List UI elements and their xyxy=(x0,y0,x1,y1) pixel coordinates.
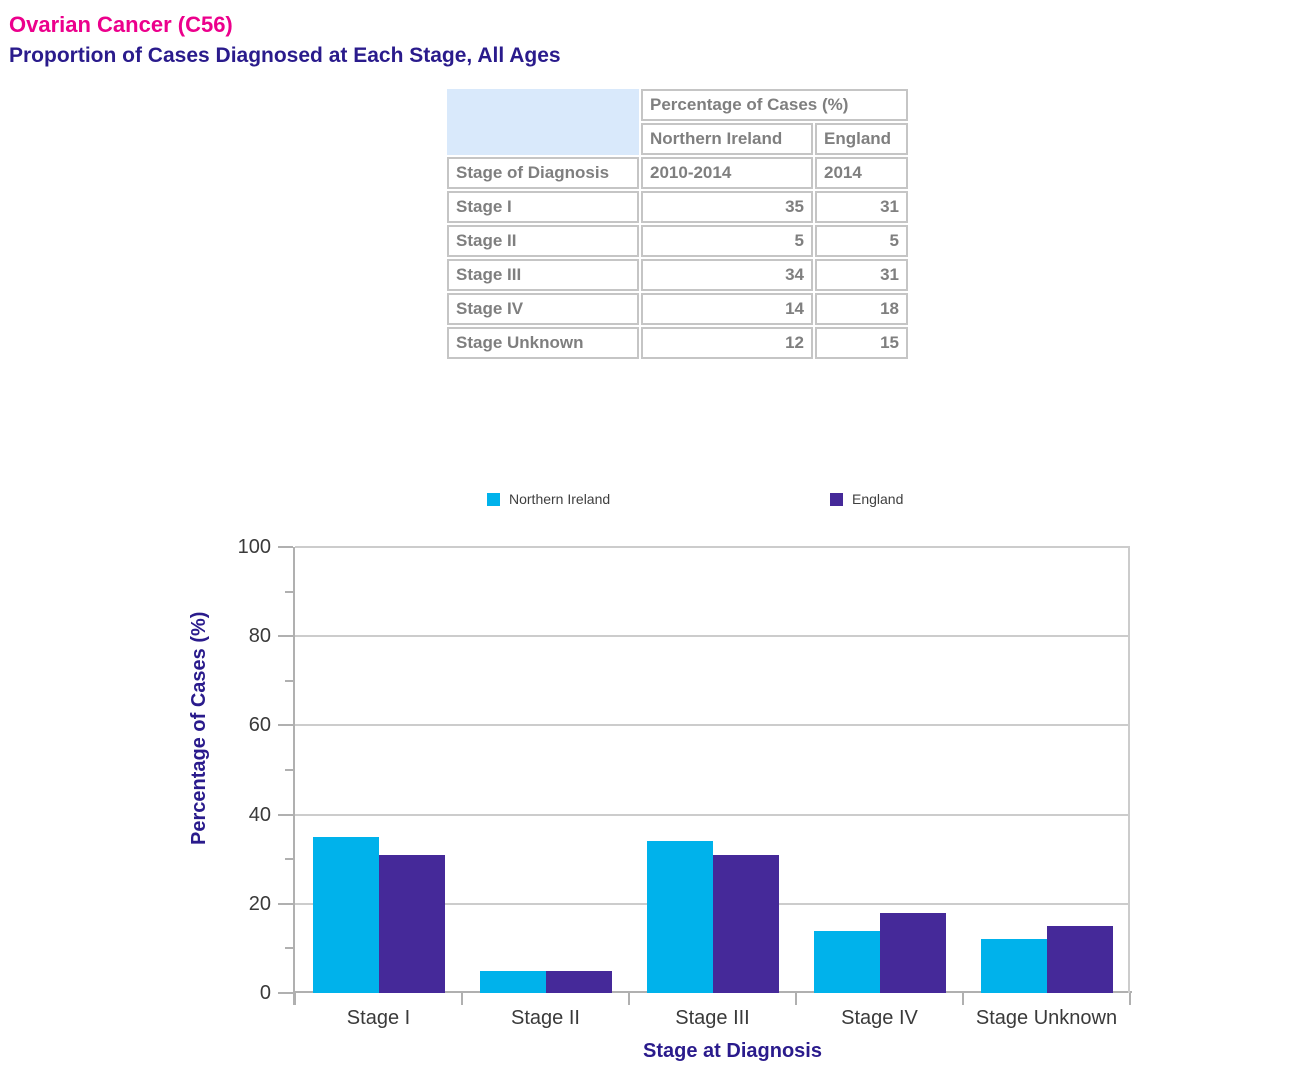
bar-england-stage-ii xyxy=(545,970,612,993)
table-row-label: Stage Unknown xyxy=(447,327,639,359)
y-tick-minor xyxy=(285,590,293,593)
table-header-stage-of-diagnosis: Stage of Diagnosis xyxy=(447,157,639,189)
bar-england-stage-unknown xyxy=(1046,926,1113,993)
y-tick-label: 20 xyxy=(248,892,271,915)
x-tick xyxy=(795,993,797,1005)
y-tick-label: 0 xyxy=(259,982,271,1004)
y-tick-minor xyxy=(285,679,293,682)
x-tick xyxy=(1129,993,1131,1005)
table-row-label: Stage II xyxy=(447,225,639,257)
x-axis-title: Stage at Diagnosis xyxy=(643,1040,822,1062)
bar-england-stage-iv xyxy=(879,912,946,993)
y-tick-label: 60 xyxy=(248,714,271,737)
y-tick-major xyxy=(278,813,293,816)
table-header-northern-ireland: Northern Ireland xyxy=(641,123,813,155)
bar-northern-ireland-stage-unknown xyxy=(980,939,1047,993)
stage-table-body: Stage I 35 31 Stage II 5 5 Stage III 34 31 Stage … xyxy=(447,191,908,359)
stage-table-head: Percentage of Cases (%) Northern Ireland… xyxy=(447,89,908,189)
y-tick-label: 40 xyxy=(248,803,271,826)
x-tick xyxy=(628,993,630,1005)
y-tick-major xyxy=(278,902,293,905)
x-tick xyxy=(461,993,463,1005)
y-tick-major xyxy=(278,546,293,548)
y-tick-major xyxy=(278,992,293,994)
legend-label: Northern Ireland xyxy=(509,491,611,507)
gridline xyxy=(295,635,1130,638)
y-axis-line xyxy=(293,547,295,1005)
y-tick-minor xyxy=(285,947,293,950)
table-row: Stage I 35 31 xyxy=(447,191,908,223)
gridline xyxy=(295,813,1130,816)
y-tick-major xyxy=(278,724,293,727)
table-header-row-regions: Northern Ireland England xyxy=(447,123,908,155)
table-header-england: England xyxy=(815,123,908,155)
x-tick-label: Stage Unknown xyxy=(975,1007,1118,1029)
y-tick-major xyxy=(278,635,293,638)
table-cell-northern-ireland: 12 xyxy=(641,327,813,359)
bar-northern-ireland-stage-iv xyxy=(813,930,880,993)
table-row-label: Stage I xyxy=(447,191,639,223)
table-group-header: Percentage of Cases (%) xyxy=(641,89,908,121)
bar-england-stage-iii xyxy=(712,854,779,993)
table-header-period-england: 2014 xyxy=(815,157,908,189)
table-cell-england: 31 xyxy=(815,191,908,223)
legend-label: England xyxy=(852,491,904,507)
x-tick-label: Stage IV xyxy=(841,1007,918,1029)
plot-right-border xyxy=(1128,547,1130,993)
table-cell-england: 31 xyxy=(815,259,908,291)
bar-northern-ireland-stage-iii xyxy=(646,841,713,993)
gridline xyxy=(295,724,1130,727)
x-tick-label: Stage II xyxy=(511,1007,580,1029)
legend-swatch-england xyxy=(830,492,843,506)
table-cell-england: 15 xyxy=(815,327,908,359)
table-cell-northern-ireland: 14 xyxy=(641,293,813,325)
stage-table: Percentage of Cases (%) Northern Ireland… xyxy=(445,87,910,361)
table-cell-england: 5 xyxy=(815,225,908,257)
table-cell-england: 18 xyxy=(815,293,908,325)
table-row: Stage III 34 31 xyxy=(447,259,908,291)
y-tick-label: 80 xyxy=(248,625,271,648)
x-tick xyxy=(294,993,296,1005)
stage-bar-chart: Northern Ireland England Percentage of C… xyxy=(0,480,1289,1078)
gridline xyxy=(295,546,1130,548)
table-cell-northern-ireland: 5 xyxy=(641,225,813,257)
y-tick-minor xyxy=(285,858,293,861)
table-row: Stage Unknown 12 15 xyxy=(447,327,908,359)
plot-area: 0 20 40 60 80 100 Stage I Stage II Stage III Stag… xyxy=(238,536,1132,1029)
bar-northern-ireland-stage-i xyxy=(312,836,379,993)
table-row-label: Stage IV xyxy=(447,293,639,325)
table-header-row-group: Percentage of Cases (%) xyxy=(447,89,908,155)
x-tick-label: Stage I xyxy=(346,1007,411,1029)
x-tick xyxy=(962,993,964,1005)
page-title: Ovarian Cancer (C56) xyxy=(9,12,233,37)
table-corner-cell xyxy=(447,89,639,155)
table-row: Stage II 5 5 xyxy=(447,225,908,257)
legend-item-england: England xyxy=(830,491,903,507)
y-tick-label: 100 xyxy=(237,536,271,558)
table-row: Stage IV 14 18 xyxy=(447,293,908,325)
y-axis-title: Percentage of Cases (%) xyxy=(188,611,210,845)
page-subtitle: Proportion of Cases Diagnosed at Each St… xyxy=(9,44,561,67)
bar-england-stage-i xyxy=(378,854,445,993)
table-header-period-ni: 2010-2014 xyxy=(641,157,813,189)
table-row-label: Stage III xyxy=(447,259,639,291)
table-header-row-periods: Stage of Diagnosis 2010-2014 2014 xyxy=(447,157,908,189)
table-cell-northern-ireland: 35 xyxy=(641,191,813,223)
legend-swatch-northern-ireland xyxy=(487,492,500,506)
legend-item-northern-ireland: Northern Ireland xyxy=(487,491,610,507)
table-cell-northern-ireland: 34 xyxy=(641,259,813,291)
y-tick-minor xyxy=(285,769,293,771)
bar-northern-ireland-stage-ii xyxy=(479,970,546,993)
x-tick-label: Stage III xyxy=(675,1007,750,1029)
